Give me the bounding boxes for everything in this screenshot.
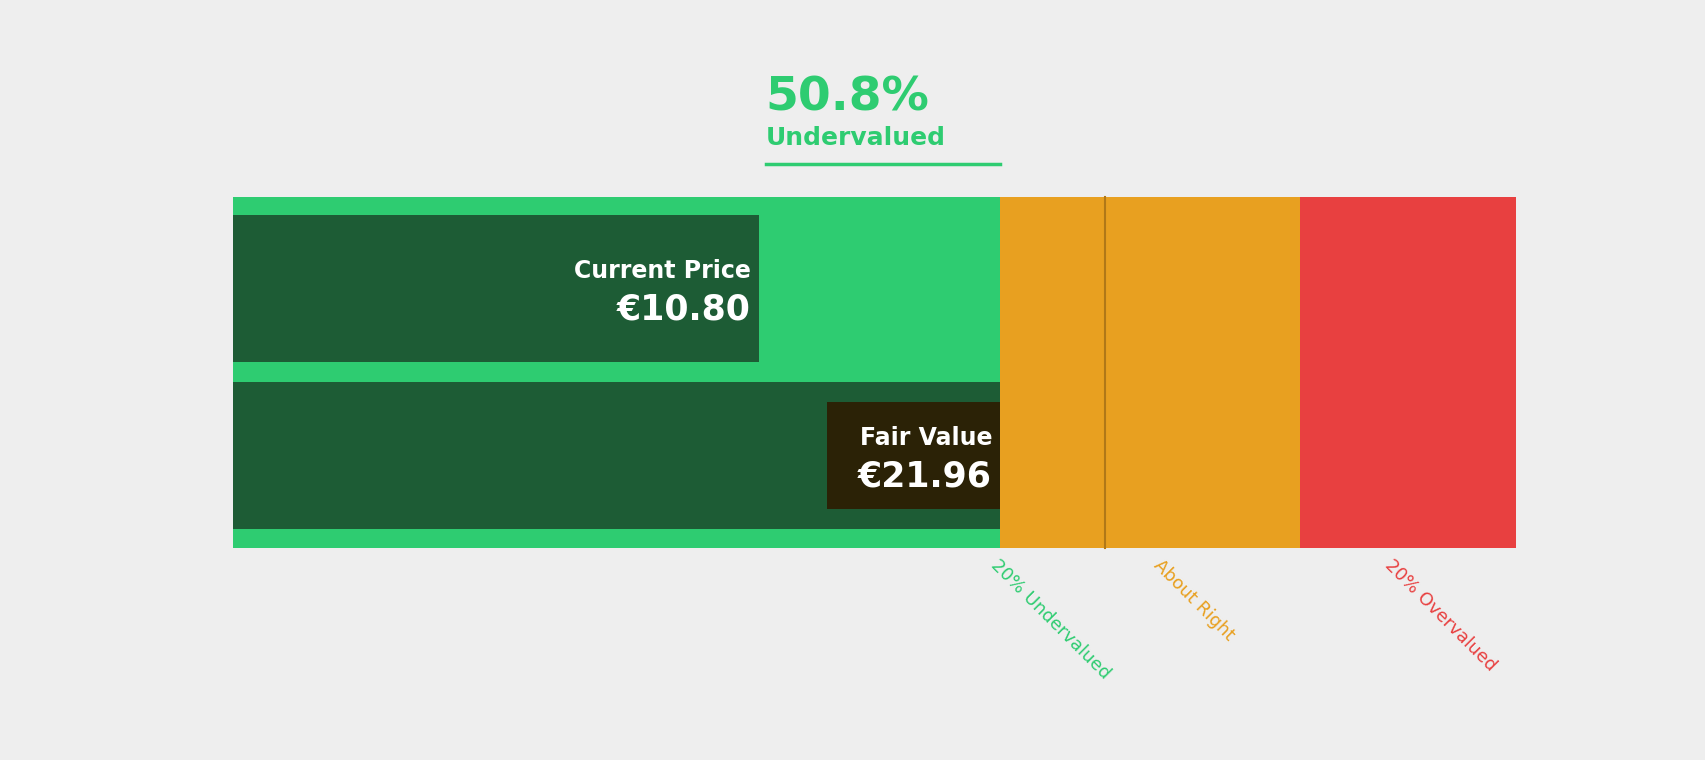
Text: €10.80: €10.80 [617,293,750,327]
Bar [1105,197,1299,548]
Text: About Right: About Right [1149,556,1238,644]
Text: 50.8%: 50.8% [766,75,929,121]
Text: €21.96: €21.96 [858,460,992,494]
Bar [234,197,999,548]
Bar [234,530,999,548]
Text: Current Price: Current Price [575,258,750,283]
Bar [508,236,759,342]
Bar [1299,197,1514,548]
Text: Undervalued: Undervalued [766,126,945,150]
Bar [234,363,999,382]
Bar [234,215,759,363]
Bar [234,197,999,215]
Bar [999,197,1105,548]
Text: 20% Undervalued: 20% Undervalued [987,556,1113,683]
Text: Fair Value: Fair Value [859,426,992,449]
Bar [827,403,999,508]
Text: 20% Overvalued: 20% Overvalued [1379,556,1499,675]
Bar [234,382,999,530]
